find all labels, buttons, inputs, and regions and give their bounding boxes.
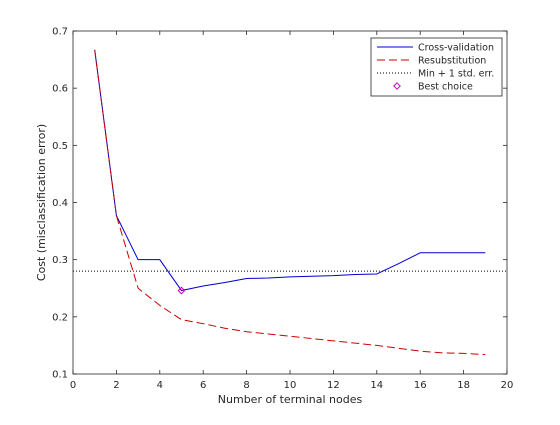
legend-entry-label: Best choice (418, 81, 473, 92)
x-tick-label: 0 (70, 380, 76, 391)
x-tick-label: 16 (414, 380, 427, 391)
x-tick-label: 8 (243, 380, 249, 391)
y-axis-label: Cost (misclassification error) (35, 124, 48, 281)
y-tick-label: 0.6 (52, 84, 68, 95)
legend-entry-label: Min + 1 std. err. (418, 68, 494, 79)
x-tick-label: 6 (200, 380, 206, 391)
x-tick-label: 2 (113, 380, 119, 391)
x-tick-label: 4 (157, 380, 163, 391)
y-tick-label: 0.2 (52, 312, 68, 323)
x-tick-label: 10 (284, 380, 297, 391)
y-tick-label: 0.3 (52, 255, 68, 266)
x-axis-label: Number of terminal nodes (218, 393, 363, 406)
x-tick-label: 12 (327, 380, 340, 391)
y-tick-label: 0.1 (52, 370, 68, 381)
cross-validation-line (94, 49, 486, 292)
x-tick-label: 20 (501, 380, 514, 391)
legend-entry-label: Cross-validation (418, 42, 494, 53)
tick-labels: 0 2 4 6 8 10 12 14 16 18 20 0.1 0.2 0.3 0.4 0.5 0.6 0.7 (52, 27, 513, 392)
y-tick-label: 0.5 (52, 141, 68, 152)
legend-marker-best-choice (393, 82, 401, 90)
series-layer (73, 49, 507, 356)
resubstitution-line (94, 49, 486, 356)
tick-marks (72, 30, 508, 375)
legend-entry-label: Resubstitution (418, 55, 486, 66)
best-choice-marker (177, 286, 186, 295)
x-tick-label: 18 (457, 380, 470, 391)
x-tick-label: 14 (370, 380, 383, 391)
legend-box (370, 37, 503, 97)
y-tick-label: 0.4 (52, 198, 68, 209)
y-tick-label: 0.7 (52, 27, 68, 38)
legend: Cross-validation Resubstitution Min + 1 st… (370, 37, 503, 97)
